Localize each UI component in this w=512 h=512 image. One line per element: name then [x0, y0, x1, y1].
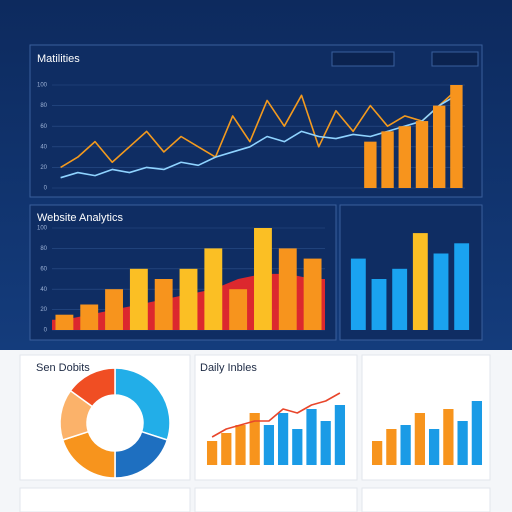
bar	[235, 425, 246, 465]
bar	[432, 105, 446, 188]
card	[194, 487, 358, 512]
bar	[129, 268, 148, 330]
bar	[334, 405, 346, 465]
card	[361, 354, 491, 481]
bar	[454, 243, 470, 330]
card	[19, 487, 191, 512]
chart-title: Matilities	[37, 53, 80, 65]
line	[60, 94, 457, 179]
chart-title: Sen Dobits	[36, 362, 90, 374]
bar	[55, 314, 74, 330]
bar	[277, 413, 289, 465]
bar	[471, 401, 483, 465]
bar	[105, 289, 123, 330]
y-tick-label: 100	[37, 83, 48, 89]
bar	[392, 268, 408, 330]
y-tick-label: 100	[37, 226, 48, 232]
bar	[450, 85, 463, 188]
bar	[179, 268, 198, 330]
bar	[254, 228, 272, 330]
chart-title: Daily Inbles	[200, 362, 257, 374]
bar	[428, 429, 440, 465]
search-box[interactable]	[331, 51, 395, 67]
bar	[263, 425, 275, 465]
bar	[443, 409, 454, 465]
line	[60, 89, 457, 169]
y-tick-label: 80	[40, 246, 47, 252]
y-tick-label: 0	[44, 186, 48, 192]
bar	[229, 289, 248, 330]
y-tick-label: 40	[40, 287, 47, 293]
bar	[381, 131, 394, 188]
y-tick-label: 60	[40, 124, 47, 130]
bar	[400, 425, 411, 465]
donut-slice	[69, 367, 116, 408]
donut-slice	[114, 367, 171, 441]
bar	[350, 258, 366, 330]
bar	[249, 413, 260, 465]
bar	[364, 141, 377, 188]
bar	[221, 433, 232, 465]
bar	[80, 304, 99, 330]
bar	[433, 253, 449, 330]
bar	[154, 279, 173, 330]
card	[361, 487, 491, 512]
bar	[457, 421, 468, 465]
chart-title: Website Analytics	[37, 212, 124, 224]
bar	[398, 126, 411, 188]
bar	[204, 248, 223, 330]
bar	[303, 258, 322, 330]
bar	[371, 441, 383, 465]
bar	[386, 429, 397, 465]
bar	[278, 248, 297, 330]
y-tick-label: 0	[44, 328, 48, 334]
bar	[414, 413, 426, 465]
y-tick-label: 60	[40, 266, 47, 272]
bar	[206, 441, 218, 465]
bar	[306, 409, 317, 465]
y-tick-label: 20	[40, 165, 47, 171]
y-tick-label: 40	[40, 144, 47, 150]
bar	[320, 421, 331, 465]
y-tick-label: 80	[40, 103, 47, 109]
bar	[415, 121, 429, 188]
bar	[292, 429, 303, 465]
line	[211, 392, 341, 438]
bar	[412, 233, 428, 330]
y-tick-label: 20	[40, 307, 47, 313]
dropdown[interactable]	[431, 51, 479, 67]
bar	[371, 279, 387, 330]
